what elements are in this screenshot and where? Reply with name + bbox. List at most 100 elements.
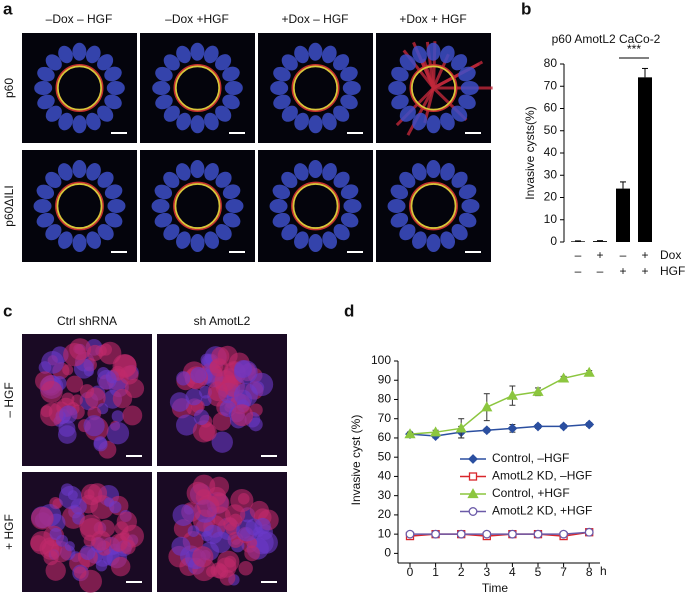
condition-sign: – bbox=[620, 248, 627, 262]
y-tick-label: 30 bbox=[544, 167, 558, 181]
condition-name: Dox bbox=[660, 248, 681, 262]
nucleus bbox=[426, 42, 441, 61]
cell bbox=[40, 402, 64, 427]
nucleus bbox=[152, 81, 171, 96]
cell bbox=[122, 405, 143, 426]
marker bbox=[456, 529, 466, 539]
nucleus bbox=[322, 112, 337, 131]
cell bbox=[104, 497, 115, 508]
nucleus bbox=[163, 54, 180, 71]
marker bbox=[405, 529, 415, 539]
nucleus bbox=[222, 94, 240, 110]
nucleus bbox=[308, 160, 323, 179]
nucleus bbox=[440, 112, 455, 131]
lumen-ring bbox=[410, 182, 457, 230]
nucleus bbox=[204, 163, 219, 181]
marker bbox=[431, 529, 441, 539]
nucleus bbox=[294, 231, 309, 249]
marker bbox=[468, 507, 478, 516]
nucleus bbox=[58, 112, 73, 131]
row-label: – HGF bbox=[2, 382, 16, 417]
bar bbox=[593, 241, 607, 242]
marker bbox=[482, 529, 492, 539]
y-tick-label: 40 bbox=[378, 469, 392, 483]
nucleus bbox=[399, 224, 416, 241]
legend-label: AmotL2 KD, +HGF bbox=[492, 504, 592, 518]
cell bbox=[38, 361, 52, 374]
nucleus bbox=[333, 105, 350, 122]
nucleus bbox=[36, 212, 55, 228]
y-tick-label: 80 bbox=[544, 56, 558, 70]
cell bbox=[73, 566, 87, 579]
y-tick-label: 70 bbox=[378, 411, 392, 425]
cell bbox=[106, 421, 130, 445]
significance: *** bbox=[627, 42, 641, 56]
cell bbox=[58, 485, 83, 509]
marker bbox=[532, 385, 544, 396]
cell bbox=[185, 388, 203, 406]
nucleus bbox=[97, 54, 114, 71]
nucleus bbox=[440, 163, 455, 181]
nucleus bbox=[155, 94, 173, 110]
nucleus bbox=[36, 184, 55, 200]
nucleus bbox=[163, 105, 180, 122]
y-tick-label: 60 bbox=[544, 101, 558, 115]
nucleus bbox=[224, 81, 243, 95]
cell bbox=[119, 530, 130, 541]
nucleus bbox=[333, 171, 350, 188]
cell bbox=[169, 392, 190, 412]
cell bbox=[171, 536, 191, 556]
marker bbox=[584, 419, 595, 430]
nucleus bbox=[272, 184, 291, 200]
condition-sign: + bbox=[641, 264, 648, 278]
y-tick-label: 70 bbox=[544, 78, 558, 92]
cell bbox=[119, 365, 139, 385]
lumen-ring bbox=[410, 65, 457, 111]
nucleus bbox=[458, 94, 476, 110]
cell bbox=[97, 369, 117, 390]
nucleus bbox=[215, 54, 232, 71]
nucleus bbox=[412, 231, 427, 249]
nucleus bbox=[176, 45, 191, 64]
marker bbox=[404, 428, 416, 439]
y-tick-label: 30 bbox=[378, 488, 392, 502]
cell bbox=[111, 410, 124, 423]
nucleus bbox=[399, 105, 416, 122]
nucleus bbox=[399, 171, 416, 188]
nucleus bbox=[155, 66, 173, 82]
nucleus bbox=[308, 233, 323, 252]
bar bbox=[571, 241, 585, 242]
cell bbox=[172, 504, 195, 526]
nucleus bbox=[273, 94, 291, 110]
cell bbox=[209, 476, 230, 497]
cell bbox=[87, 344, 104, 362]
nucleus bbox=[399, 54, 416, 71]
column-label: +Dox + HGF bbox=[399, 12, 466, 26]
y-tick-label: 20 bbox=[544, 190, 558, 204]
bar bbox=[616, 188, 630, 242]
cell bbox=[85, 387, 106, 409]
nucleus bbox=[281, 105, 298, 122]
nucleus bbox=[86, 231, 101, 249]
nucleus bbox=[72, 160, 87, 179]
column-label: sh AmotL2 bbox=[194, 314, 251, 328]
marker bbox=[507, 529, 517, 539]
cell bbox=[197, 494, 220, 518]
nucleus bbox=[458, 66, 476, 82]
lumen-ring bbox=[56, 65, 103, 111]
nucleus bbox=[86, 112, 101, 131]
cell bbox=[211, 431, 233, 453]
row-label: + HGF bbox=[2, 514, 16, 550]
marker bbox=[557, 372, 570, 383]
x-tick-label: 3 bbox=[483, 565, 490, 579]
cell bbox=[30, 506, 54, 530]
nucleus bbox=[97, 105, 114, 122]
cell bbox=[234, 382, 258, 407]
nucleus bbox=[104, 94, 122, 110]
nucleus bbox=[294, 45, 309, 64]
nucleus bbox=[411, 163, 427, 181]
nucleus bbox=[321, 45, 337, 64]
nucleus bbox=[190, 233, 205, 252]
nucleus bbox=[322, 231, 337, 249]
